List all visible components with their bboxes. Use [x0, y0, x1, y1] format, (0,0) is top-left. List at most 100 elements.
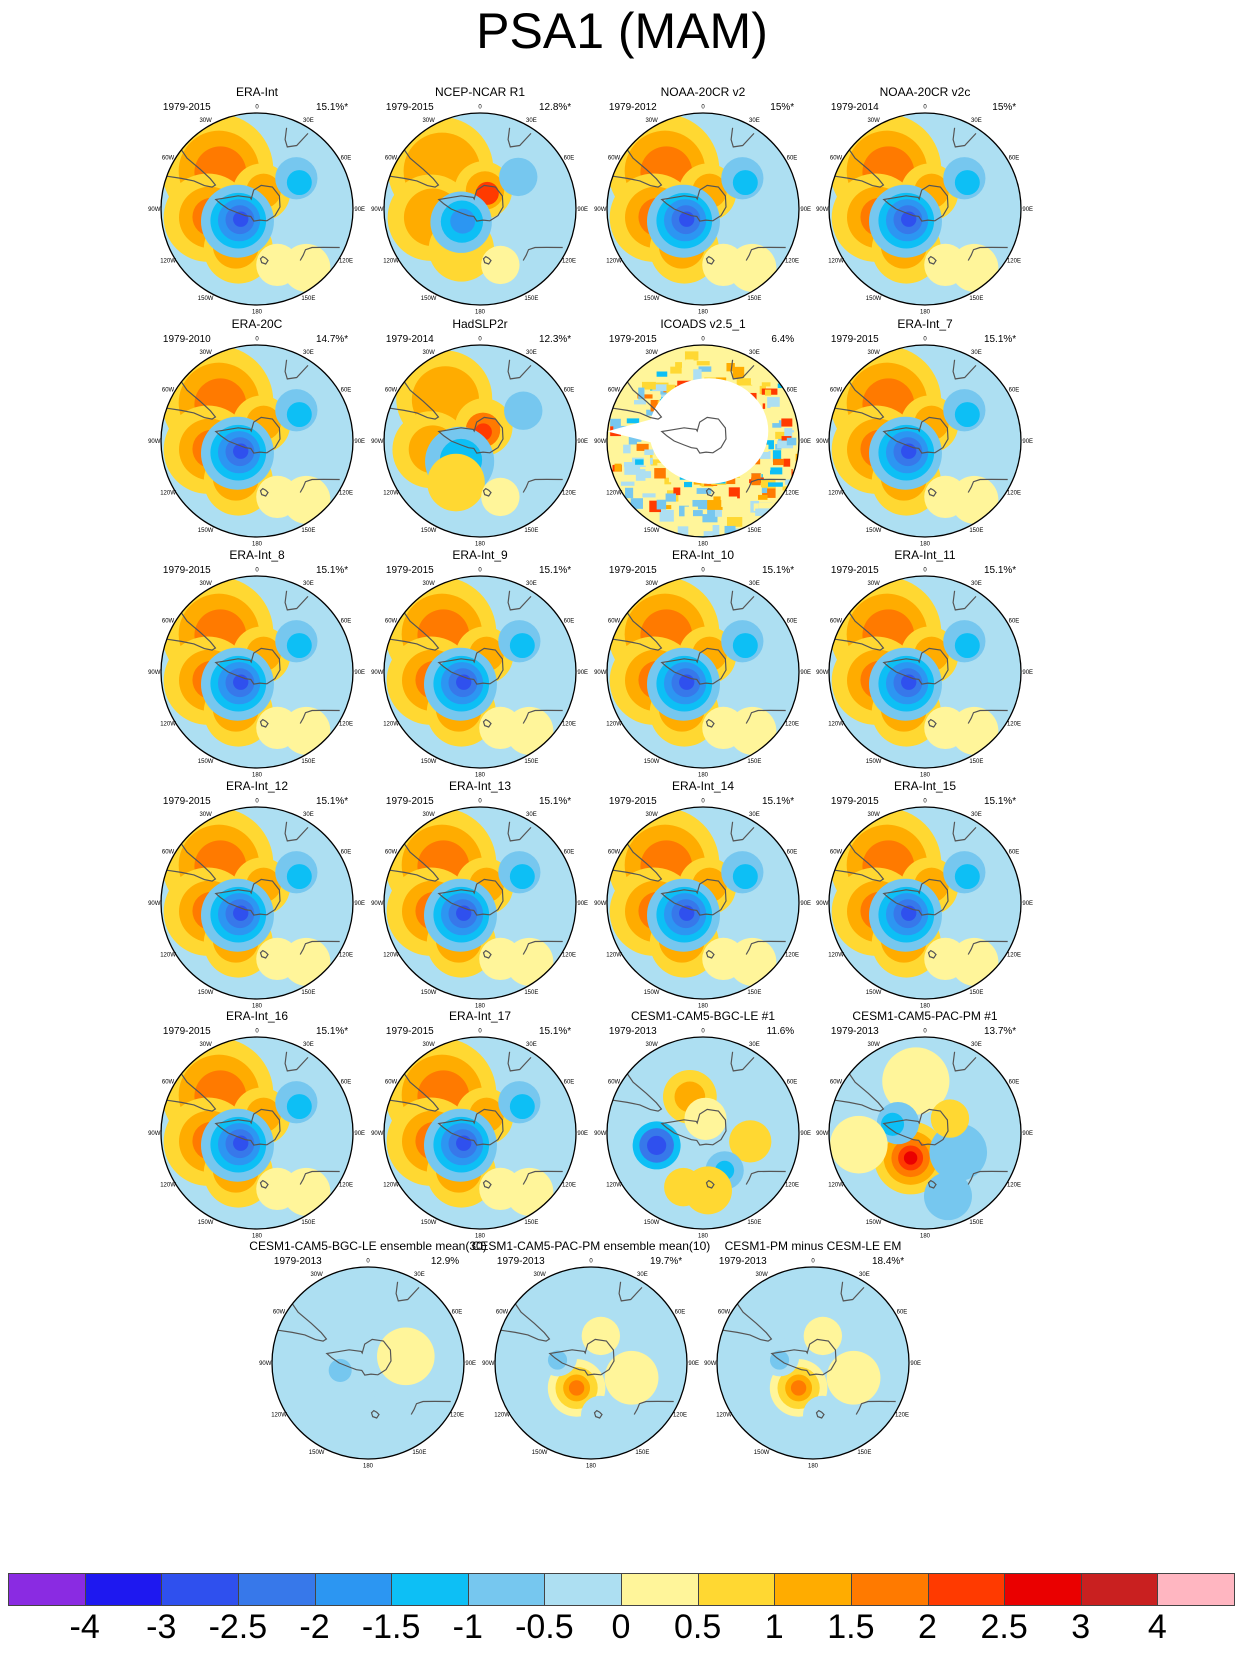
- longitude-label: 120E: [895, 1412, 909, 1418]
- longitude-label: 0: [701, 104, 705, 110]
- panel-variance: 15.1%*: [316, 1026, 348, 1037]
- longitude-label: 120E: [785, 258, 799, 264]
- longitude-label: 150W: [866, 990, 882, 996]
- longitude-label: 150W: [421, 1220, 437, 1226]
- colorbar-swatch: [391, 1573, 469, 1606]
- longitude-label: 120W: [828, 952, 844, 958]
- colorbar-swatch: [697, 1573, 776, 1606]
- map-panel: 0 30W 60W 90W 120W 150W 180 150E 120E 90E 60E 30E ER…: [816, 548, 1033, 779]
- longitude-label: 120E: [339, 952, 353, 958]
- longitude-label: 0: [255, 567, 259, 573]
- longitude-label: 90W: [148, 1131, 161, 1137]
- panel-period: 1979-2015: [163, 1026, 211, 1037]
- longitude-label: 30W: [645, 1042, 658, 1048]
- panel-title: ERA-Int_17: [449, 1009, 511, 1023]
- longitude-label: 150E: [524, 528, 538, 534]
- longitude-label: 60W: [385, 388, 398, 394]
- map-panel: 0 30W 60W 90W 120W 150W 180 150E 120E 90E 60E 30E CE…: [704, 1239, 921, 1470]
- panel-title: ERA-Int_14: [672, 779, 734, 793]
- panel-variance: 15.1%*: [984, 565, 1016, 576]
- map-panel: 0 30W 60W 90W 120W 150W 180 150E 120E 90E 60E 30E ER…: [148, 317, 365, 548]
- longitude-label: 120E: [785, 721, 799, 727]
- panel-title: CESM1-CAM5-BGC-LE #1: [631, 1009, 775, 1023]
- longitude-label: 180: [475, 1004, 486, 1010]
- panel-title: ERA-Int_12: [226, 779, 288, 793]
- panel-variance: 15.1%*: [539, 796, 571, 807]
- longitude-label: 0: [923, 336, 927, 342]
- longitude-label: 30W: [199, 350, 212, 356]
- longitude-label: 150E: [857, 1450, 871, 1456]
- figure-title: PSA1 (MAM): [476, 3, 768, 59]
- panel-grid: 0 30W 60W 90W 120W 150W 180 150E 120E 90E 60E 30E ER…: [148, 85, 1033, 1470]
- longitude-label: 60W: [162, 619, 175, 625]
- longitude-label: 30W: [199, 1042, 212, 1048]
- longitude-label: 180: [586, 1464, 597, 1470]
- longitude-label: 60E: [787, 850, 798, 856]
- longitude-label: 150E: [747, 296, 761, 302]
- longitude-label: 60W: [608, 388, 621, 394]
- longitude-label: 120E: [339, 258, 353, 264]
- longitude-label: 150W: [644, 296, 660, 302]
- longitude-label: 90W: [371, 670, 384, 676]
- longitude-label: 120W: [160, 490, 176, 496]
- longitude-label: 180: [252, 1234, 263, 1240]
- longitude-label: 120E: [785, 952, 799, 958]
- longitude-label: 90E: [800, 901, 811, 907]
- panel-period: 1979-2015: [163, 565, 211, 576]
- panel-title: ICOADS v2.5_1: [660, 317, 746, 331]
- panel-title: ERA-Int_13: [449, 779, 511, 793]
- longitude-label: 60E: [787, 156, 798, 162]
- map-panel: 0 30W 60W 90W 120W 150W 180 150E 120E 90E 60E 30E Ha…: [371, 317, 588, 548]
- longitude-label: 90E: [354, 670, 365, 676]
- panel-variance: 12.8%*: [539, 102, 571, 113]
- panel-variance: 15.1%*: [316, 102, 348, 113]
- longitude-label: 90W: [148, 207, 161, 213]
- longitude-label: 120W: [716, 1412, 732, 1418]
- longitude-label: 30E: [971, 812, 982, 818]
- map-panel: 0 30W 60W 90W 120W 150W 180 150E 120E 90E 60E 30E ER…: [594, 548, 811, 779]
- longitude-label: 120W: [606, 952, 622, 958]
- longitude-label: 60E: [1009, 1080, 1020, 1086]
- longitude-label: 30E: [971, 581, 982, 587]
- panel-variance: 15.1%*: [984, 796, 1016, 807]
- longitude-label: 120E: [785, 1182, 799, 1188]
- longitude-label: 30W: [867, 1042, 880, 1048]
- longitude-label: 120E: [1007, 1182, 1021, 1188]
- longitude-label: 120E: [562, 258, 576, 264]
- longitude-label: 120E: [562, 721, 576, 727]
- longitude-label: 0: [255, 1028, 259, 1034]
- longitude-label: 30W: [422, 118, 435, 124]
- longitude-label: 120E: [673, 1412, 687, 1418]
- longitude-label: 150W: [754, 1450, 770, 1456]
- longitude-label: 30E: [526, 581, 537, 587]
- longitude-label: 120W: [494, 1412, 510, 1418]
- longitude-label: 30W: [422, 350, 435, 356]
- longitude-label: 30W: [867, 581, 880, 587]
- panel-title: NCEP-NCAR R1: [435, 85, 525, 99]
- longitude-label: 150E: [969, 990, 983, 996]
- colorbar-swatch: [1080, 1573, 1159, 1606]
- longitude-label: 30E: [414, 1272, 425, 1278]
- longitude-label: 90E: [1022, 670, 1033, 676]
- longitude-label: 180: [252, 1004, 263, 1010]
- longitude-label: 120E: [450, 1412, 464, 1418]
- longitude-label: 180: [920, 1234, 931, 1240]
- panel-variance: 18.4%*: [872, 1256, 904, 1267]
- colorbar-swatch: [237, 1573, 316, 1606]
- longitude-label: 120W: [160, 1182, 176, 1188]
- longitude-label: 60E: [787, 1080, 798, 1086]
- colorbar-tick-label: 1: [764, 1608, 784, 1646]
- longitude-label: 90W: [816, 1131, 829, 1137]
- longitude-label: 30E: [749, 350, 760, 356]
- longitude-label: 30W: [645, 350, 658, 356]
- panel-period: 1979-2015: [609, 334, 657, 345]
- longitude-label: 90W: [371, 439, 384, 445]
- longitude-label: 0: [366, 1258, 370, 1264]
- panel-period: 1979-2015: [609, 796, 657, 807]
- longitude-label: 60W: [162, 156, 175, 162]
- panel-title: ERA-Int_15: [894, 779, 956, 793]
- longitude-label: 120W: [271, 1412, 287, 1418]
- longitude-label: 0: [478, 336, 482, 342]
- map-panel: 0 30W 60W 90W 120W 150W 180 150E 120E 90E 60E 30E ER…: [371, 1009, 588, 1240]
- panel-variance: 15.1%*: [762, 796, 794, 807]
